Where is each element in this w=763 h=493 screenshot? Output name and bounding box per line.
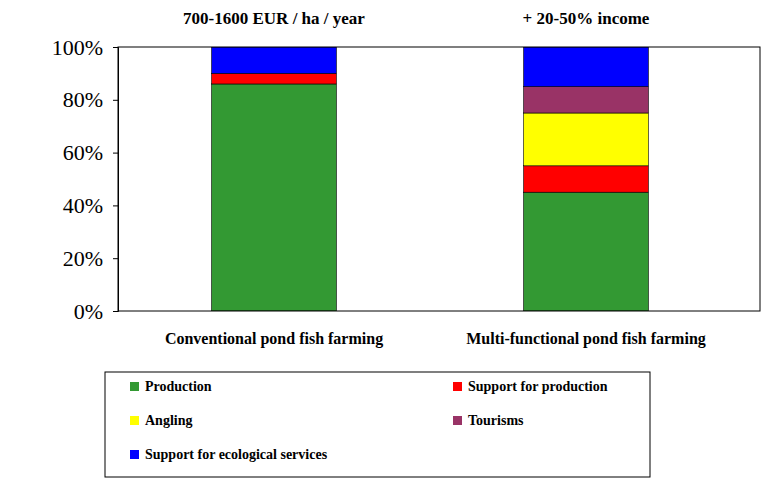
y-tick-label: 80% bbox=[63, 87, 103, 112]
y-tick: 60% bbox=[63, 140, 118, 165]
bar-segment bbox=[524, 47, 649, 87]
x-tick-label: Conventional pond fish farming bbox=[165, 330, 383, 348]
annotation: + 20-50% income bbox=[523, 9, 650, 28]
y-tick-mark bbox=[113, 100, 118, 101]
series bbox=[212, 47, 649, 87]
y-tick-mark bbox=[113, 47, 118, 48]
legend-swatch bbox=[453, 382, 462, 391]
y-tick-label: 0% bbox=[74, 299, 103, 324]
bars bbox=[212, 47, 649, 311]
chart: 0% 20% 40% 60% 80% 100% Conventional pond fish… bbox=[0, 0, 763, 493]
y-tick: 100% bbox=[52, 35, 118, 60]
legend-label: Angling bbox=[145, 413, 192, 428]
y-tick: 20% bbox=[63, 246, 118, 271]
y-axis-line bbox=[113, 48, 119, 312]
legend-swatch bbox=[130, 416, 139, 425]
y-tick-mark bbox=[113, 311, 118, 312]
legend-label: Production bbox=[145, 379, 212, 394]
y-tick-label: 40% bbox=[63, 193, 103, 218]
y-axis: 0% 20% 40% 60% 80% 100% bbox=[52, 35, 119, 324]
x-tick: Conventional pond fish farming bbox=[165, 330, 383, 348]
legend-swatch bbox=[453, 416, 462, 425]
y-tick: 0% bbox=[74, 299, 118, 324]
y-tick-label: 100% bbox=[52, 35, 103, 60]
y-tick-mark bbox=[113, 205, 118, 206]
bar-segment bbox=[212, 73, 337, 84]
legend: Production Support for production Angling T… bbox=[105, 372, 650, 477]
series bbox=[212, 84, 649, 311]
y-tick-mark bbox=[113, 153, 118, 154]
annotation: 700-1600 EUR / ha / year bbox=[183, 9, 365, 28]
series bbox=[524, 113, 649, 166]
x-axis: Conventional pond fish farming Multi-func… bbox=[165, 330, 706, 348]
y-tick: 40% bbox=[63, 193, 118, 218]
legend-label: Tourisms bbox=[468, 413, 524, 428]
y-tick-mark bbox=[113, 258, 118, 259]
y-tick-label: 20% bbox=[63, 246, 103, 271]
bar-segment bbox=[524, 166, 649, 192]
bar-segment bbox=[212, 47, 337, 73]
legend-swatch bbox=[130, 382, 139, 391]
series bbox=[212, 73, 649, 192]
legend-label: Support for ecological services bbox=[145, 447, 328, 462]
legend-box bbox=[105, 372, 650, 477]
legend-swatch bbox=[130, 450, 139, 459]
legend-label: Support for production bbox=[468, 379, 608, 394]
y-tick-label: 60% bbox=[63, 140, 103, 165]
plot-frame bbox=[118, 47, 760, 311]
x-tick-label: Multi-functional pond fish farming bbox=[466, 330, 706, 348]
x-tick: Multi-functional pond fish farming bbox=[466, 330, 706, 348]
bar-segment bbox=[212, 84, 337, 311]
y-tick: 80% bbox=[63, 87, 118, 112]
series bbox=[524, 87, 649, 113]
bar-segment bbox=[524, 192, 649, 311]
bar-segment bbox=[524, 113, 649, 166]
bar-segment bbox=[524, 87, 649, 113]
